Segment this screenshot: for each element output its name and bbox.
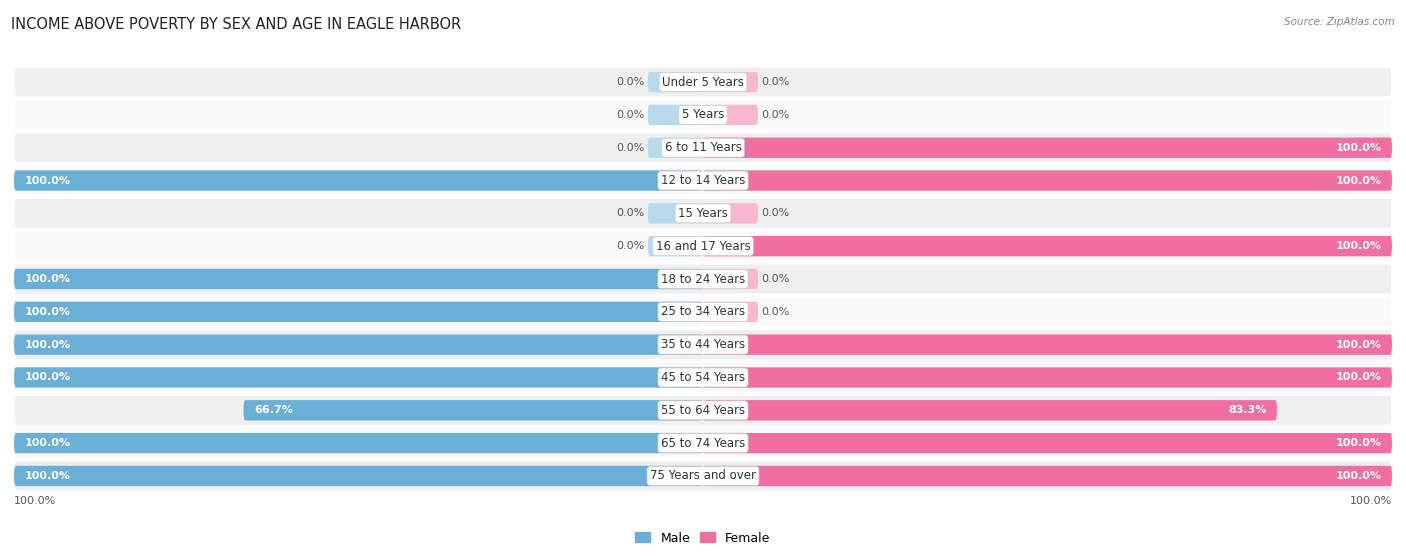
FancyBboxPatch shape <box>648 105 703 125</box>
Text: 0.0%: 0.0% <box>762 307 790 317</box>
Text: 100.0%: 100.0% <box>24 438 70 448</box>
FancyBboxPatch shape <box>14 302 703 322</box>
FancyBboxPatch shape <box>14 330 1392 360</box>
Text: 100.0%: 100.0% <box>24 471 70 481</box>
FancyBboxPatch shape <box>14 198 1392 228</box>
FancyBboxPatch shape <box>14 367 703 388</box>
FancyBboxPatch shape <box>703 105 758 125</box>
Text: Source: ZipAtlas.com: Source: ZipAtlas.com <box>1284 17 1395 27</box>
Text: 83.3%: 83.3% <box>1229 405 1267 415</box>
Text: 0.0%: 0.0% <box>762 110 790 120</box>
FancyBboxPatch shape <box>14 362 1392 393</box>
Text: 0.0%: 0.0% <box>616 77 644 87</box>
Text: 0.0%: 0.0% <box>762 274 790 284</box>
FancyBboxPatch shape <box>14 297 1392 327</box>
FancyBboxPatch shape <box>703 367 1392 388</box>
Text: 100.0%: 100.0% <box>1336 438 1382 448</box>
FancyBboxPatch shape <box>14 334 703 355</box>
FancyBboxPatch shape <box>14 100 1392 130</box>
FancyBboxPatch shape <box>648 137 703 158</box>
FancyBboxPatch shape <box>703 466 1392 486</box>
Text: 0.0%: 0.0% <box>616 208 644 218</box>
Text: 100.0%: 100.0% <box>24 307 70 317</box>
FancyBboxPatch shape <box>243 400 703 421</box>
FancyBboxPatch shape <box>703 302 758 322</box>
Text: 100.0%: 100.0% <box>1336 176 1382 185</box>
Text: 100.0%: 100.0% <box>24 176 70 185</box>
FancyBboxPatch shape <box>703 269 758 289</box>
FancyBboxPatch shape <box>703 400 1277 421</box>
Text: 100.0%: 100.0% <box>1336 373 1382 382</box>
Text: 0.0%: 0.0% <box>762 77 790 87</box>
FancyBboxPatch shape <box>14 428 1392 458</box>
Text: 0.0%: 0.0% <box>616 110 644 120</box>
FancyBboxPatch shape <box>14 67 1392 97</box>
Text: 18 to 24 Years: 18 to 24 Years <box>661 272 745 286</box>
Text: 15 Years: 15 Years <box>678 207 728 220</box>
Text: 35 to 44 Years: 35 to 44 Years <box>661 338 745 351</box>
Text: 0.0%: 0.0% <box>762 208 790 218</box>
Text: 100.0%: 100.0% <box>14 496 56 506</box>
FancyBboxPatch shape <box>703 236 1392 256</box>
FancyBboxPatch shape <box>703 433 1392 453</box>
Text: 16 and 17 Years: 16 and 17 Years <box>655 240 751 253</box>
Text: 0.0%: 0.0% <box>616 241 644 251</box>
Text: 100.0%: 100.0% <box>1350 496 1392 506</box>
FancyBboxPatch shape <box>648 236 703 256</box>
FancyBboxPatch shape <box>14 165 1392 196</box>
FancyBboxPatch shape <box>14 231 1392 261</box>
FancyBboxPatch shape <box>648 72 703 92</box>
FancyBboxPatch shape <box>14 433 703 453</box>
Text: 100.0%: 100.0% <box>1336 471 1382 481</box>
Text: 66.7%: 66.7% <box>254 405 292 415</box>
Text: 25 to 34 Years: 25 to 34 Years <box>661 305 745 318</box>
FancyBboxPatch shape <box>703 170 1392 191</box>
FancyBboxPatch shape <box>703 203 758 224</box>
FancyBboxPatch shape <box>703 137 1392 158</box>
FancyBboxPatch shape <box>14 170 703 191</box>
Text: 55 to 64 Years: 55 to 64 Years <box>661 404 745 417</box>
Text: 65 to 74 Years: 65 to 74 Years <box>661 436 745 450</box>
Text: 100.0%: 100.0% <box>24 340 70 350</box>
Text: 12 to 14 Years: 12 to 14 Years <box>661 174 745 187</box>
Text: 0.0%: 0.0% <box>616 143 644 153</box>
Text: 5 Years: 5 Years <box>682 108 724 122</box>
FancyBboxPatch shape <box>648 203 703 224</box>
Text: INCOME ABOVE POVERTY BY SEX AND AGE IN EAGLE HARBOR: INCOME ABOVE POVERTY BY SEX AND AGE IN E… <box>11 17 461 32</box>
FancyBboxPatch shape <box>14 269 703 289</box>
Text: 100.0%: 100.0% <box>1336 241 1382 251</box>
FancyBboxPatch shape <box>14 133 1392 163</box>
Text: 45 to 54 Years: 45 to 54 Years <box>661 371 745 384</box>
Text: 100.0%: 100.0% <box>1336 340 1382 350</box>
Text: 75 Years and over: 75 Years and over <box>650 469 756 483</box>
Text: 100.0%: 100.0% <box>24 373 70 382</box>
FancyBboxPatch shape <box>703 72 758 92</box>
FancyBboxPatch shape <box>703 334 1392 355</box>
Legend: Male, Female: Male, Female <box>630 527 776 550</box>
Text: 6 to 11 Years: 6 to 11 Years <box>665 141 741 154</box>
FancyBboxPatch shape <box>14 264 1392 294</box>
FancyBboxPatch shape <box>14 461 1392 491</box>
Text: Under 5 Years: Under 5 Years <box>662 75 744 89</box>
FancyBboxPatch shape <box>14 466 703 486</box>
FancyBboxPatch shape <box>14 395 1392 425</box>
Text: 100.0%: 100.0% <box>24 274 70 284</box>
Text: 100.0%: 100.0% <box>1336 143 1382 153</box>
